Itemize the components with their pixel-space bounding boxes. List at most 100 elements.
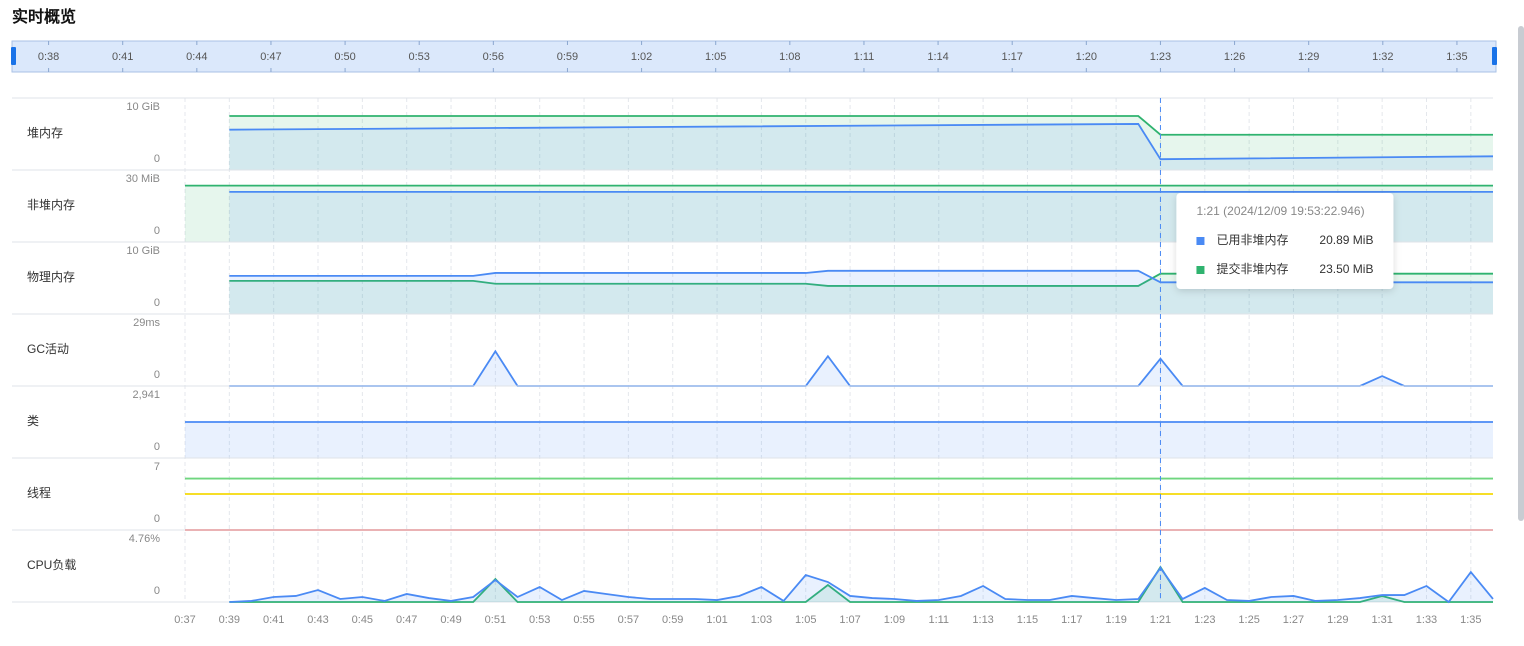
x-tick-label: 1:07 bbox=[839, 614, 860, 626]
tooltip: 1:21 (2024/12/09 19:53:22.946) 已用非堆内存 20.8… bbox=[1176, 193, 1394, 289]
slider-tick-label: 0:59 bbox=[557, 51, 578, 63]
tooltip-title: 1:21 (2024/12/09 19:53:22.946) bbox=[1196, 204, 1364, 218]
slider-tick-label: 1:05 bbox=[705, 51, 726, 63]
slider-tick-label: 0:44 bbox=[186, 51, 207, 63]
x-tick-label: 0:45 bbox=[352, 614, 373, 626]
x-tick-label: 1:09 bbox=[884, 614, 905, 626]
x-tick-label: 1:19 bbox=[1105, 614, 1126, 626]
slider-tick-label: 0:47 bbox=[260, 51, 281, 63]
chart-title: 堆内存 bbox=[27, 126, 63, 140]
slider-tick-label: 1:35 bbox=[1446, 51, 1467, 63]
x-tick-label: 0:59 bbox=[662, 614, 683, 626]
slider-tick-label: 0:56 bbox=[483, 51, 504, 63]
slider-tick-label: 0:38 bbox=[38, 51, 59, 63]
zoom-slider[interactable] bbox=[11, 40, 1497, 73]
x-tick-label: 1:35 bbox=[1460, 614, 1481, 626]
x-tick-label: 1:15 bbox=[1017, 614, 1038, 626]
slider-tick-label: 1:26 bbox=[1224, 51, 1245, 63]
chart-title: CPU负载 bbox=[27, 558, 76, 572]
x-tick-label: 1:33 bbox=[1416, 614, 1437, 626]
tooltip-marker bbox=[1196, 266, 1205, 274]
line bbox=[229, 269, 1493, 284]
y-tick-label: 0 bbox=[154, 369, 160, 381]
tooltip-value: 20.89 MiB bbox=[1319, 233, 1373, 247]
x-tick-label: 0:57 bbox=[618, 614, 639, 626]
x-tick-label: 0:37 bbox=[174, 614, 195, 626]
y-tick-label: 0 bbox=[154, 153, 160, 165]
line bbox=[229, 115, 1493, 136]
chart-title: 非堆内存 bbox=[27, 198, 75, 212]
x-tick-label: 1:03 bbox=[751, 614, 772, 626]
line bbox=[229, 272, 1493, 287]
tooltip-value: 23.50 MiB bbox=[1319, 262, 1373, 276]
y-tick-label: 10 GiB bbox=[126, 245, 160, 257]
x-tick-label: 1:01 bbox=[706, 614, 727, 626]
y-tick-label: 29ms bbox=[133, 317, 160, 329]
x-tick-label: 1:13 bbox=[972, 614, 993, 626]
area bbox=[229, 351, 1493, 386]
slider-tick-label: 1:08 bbox=[779, 51, 800, 63]
x-tick-label: 1:23 bbox=[1194, 614, 1215, 626]
area bbox=[229, 567, 1493, 602]
slider-handle[interactable] bbox=[1492, 47, 1497, 65]
vertical-grid bbox=[184, 98, 1472, 602]
line bbox=[229, 565, 1493, 603]
slider-tick-label: 0:41 bbox=[112, 51, 133, 63]
x-tick-label: 1:21 bbox=[1150, 614, 1171, 626]
x-tick-label: 1:11 bbox=[928, 614, 949, 626]
scrollbar[interactable] bbox=[1518, 26, 1524, 521]
x-tick-label: 0:41 bbox=[263, 614, 284, 626]
area bbox=[229, 123, 1493, 170]
y-tick-label: 4.76% bbox=[129, 533, 160, 545]
slider-tick-label: 1:29 bbox=[1298, 51, 1319, 63]
y-tick-label: 0 bbox=[154, 513, 160, 525]
chart-title: 类 bbox=[27, 414, 39, 428]
slider-tick-label: 1:20 bbox=[1076, 51, 1097, 63]
y-tick-label: 2,941 bbox=[132, 389, 160, 401]
x-tick-label: 1:31 bbox=[1371, 614, 1392, 626]
area bbox=[185, 422, 1493, 458]
y-tick-label: 10 GiB bbox=[126, 101, 160, 113]
x-tick-label: 0:39 bbox=[219, 614, 240, 626]
y-tick-label: 7 bbox=[154, 461, 160, 473]
chart-title: 物理内存 bbox=[27, 270, 75, 284]
slider-tick-label: 1:23 bbox=[1150, 51, 1171, 63]
y-tick-label: 0 bbox=[154, 441, 160, 453]
slider-tick-label: 1:14 bbox=[927, 51, 948, 63]
page-title: 实时概览 bbox=[12, 7, 76, 26]
x-tick-label: 0:47 bbox=[396, 614, 417, 626]
x-tick-label: 1:29 bbox=[1327, 614, 1348, 626]
slider-tick-label: 0:53 bbox=[408, 51, 429, 63]
area bbox=[229, 116, 1493, 170]
slider-tick-label: 1:11 bbox=[854, 51, 875, 63]
slider-tick-label: 1:17 bbox=[1001, 51, 1022, 63]
line bbox=[229, 123, 1494, 161]
chart-title: 线程 bbox=[27, 485, 51, 500]
x-tick-label: 1:25 bbox=[1238, 614, 1259, 626]
line bbox=[229, 349, 1493, 387]
y-tick-label: 0 bbox=[154, 297, 160, 309]
slider-tick-label: 1:32 bbox=[1372, 51, 1393, 63]
area bbox=[185, 185, 1493, 242]
area bbox=[229, 270, 1493, 314]
x-tick-label: 0:49 bbox=[440, 614, 461, 626]
x-tick-label: 1:05 bbox=[795, 614, 816, 626]
y-tick-label: 0 bbox=[154, 225, 160, 237]
x-tick-label: 0:55 bbox=[573, 614, 594, 626]
chart-title: GC活动 bbox=[27, 342, 69, 356]
line bbox=[229, 566, 1494, 604]
slider-handle[interactable] bbox=[11, 47, 16, 65]
tooltip-name: 已用非堆内存 bbox=[1216, 233, 1288, 247]
x-tick-label: 0:43 bbox=[307, 614, 328, 626]
slider-tick-label: 1:02 bbox=[631, 51, 652, 63]
x-tick-label: 1:17 bbox=[1061, 614, 1082, 626]
x-tick-label: 0:51 bbox=[485, 614, 506, 626]
y-tick-label: 0 bbox=[154, 585, 160, 597]
x-tick-label: 0:53 bbox=[529, 614, 550, 626]
tooltip-marker bbox=[1196, 237, 1205, 245]
tooltip-name: 提交非堆内存 bbox=[1216, 261, 1288, 276]
slider-tick-label: 0:50 bbox=[334, 51, 355, 63]
x-tick-label: 1:27 bbox=[1283, 614, 1304, 626]
